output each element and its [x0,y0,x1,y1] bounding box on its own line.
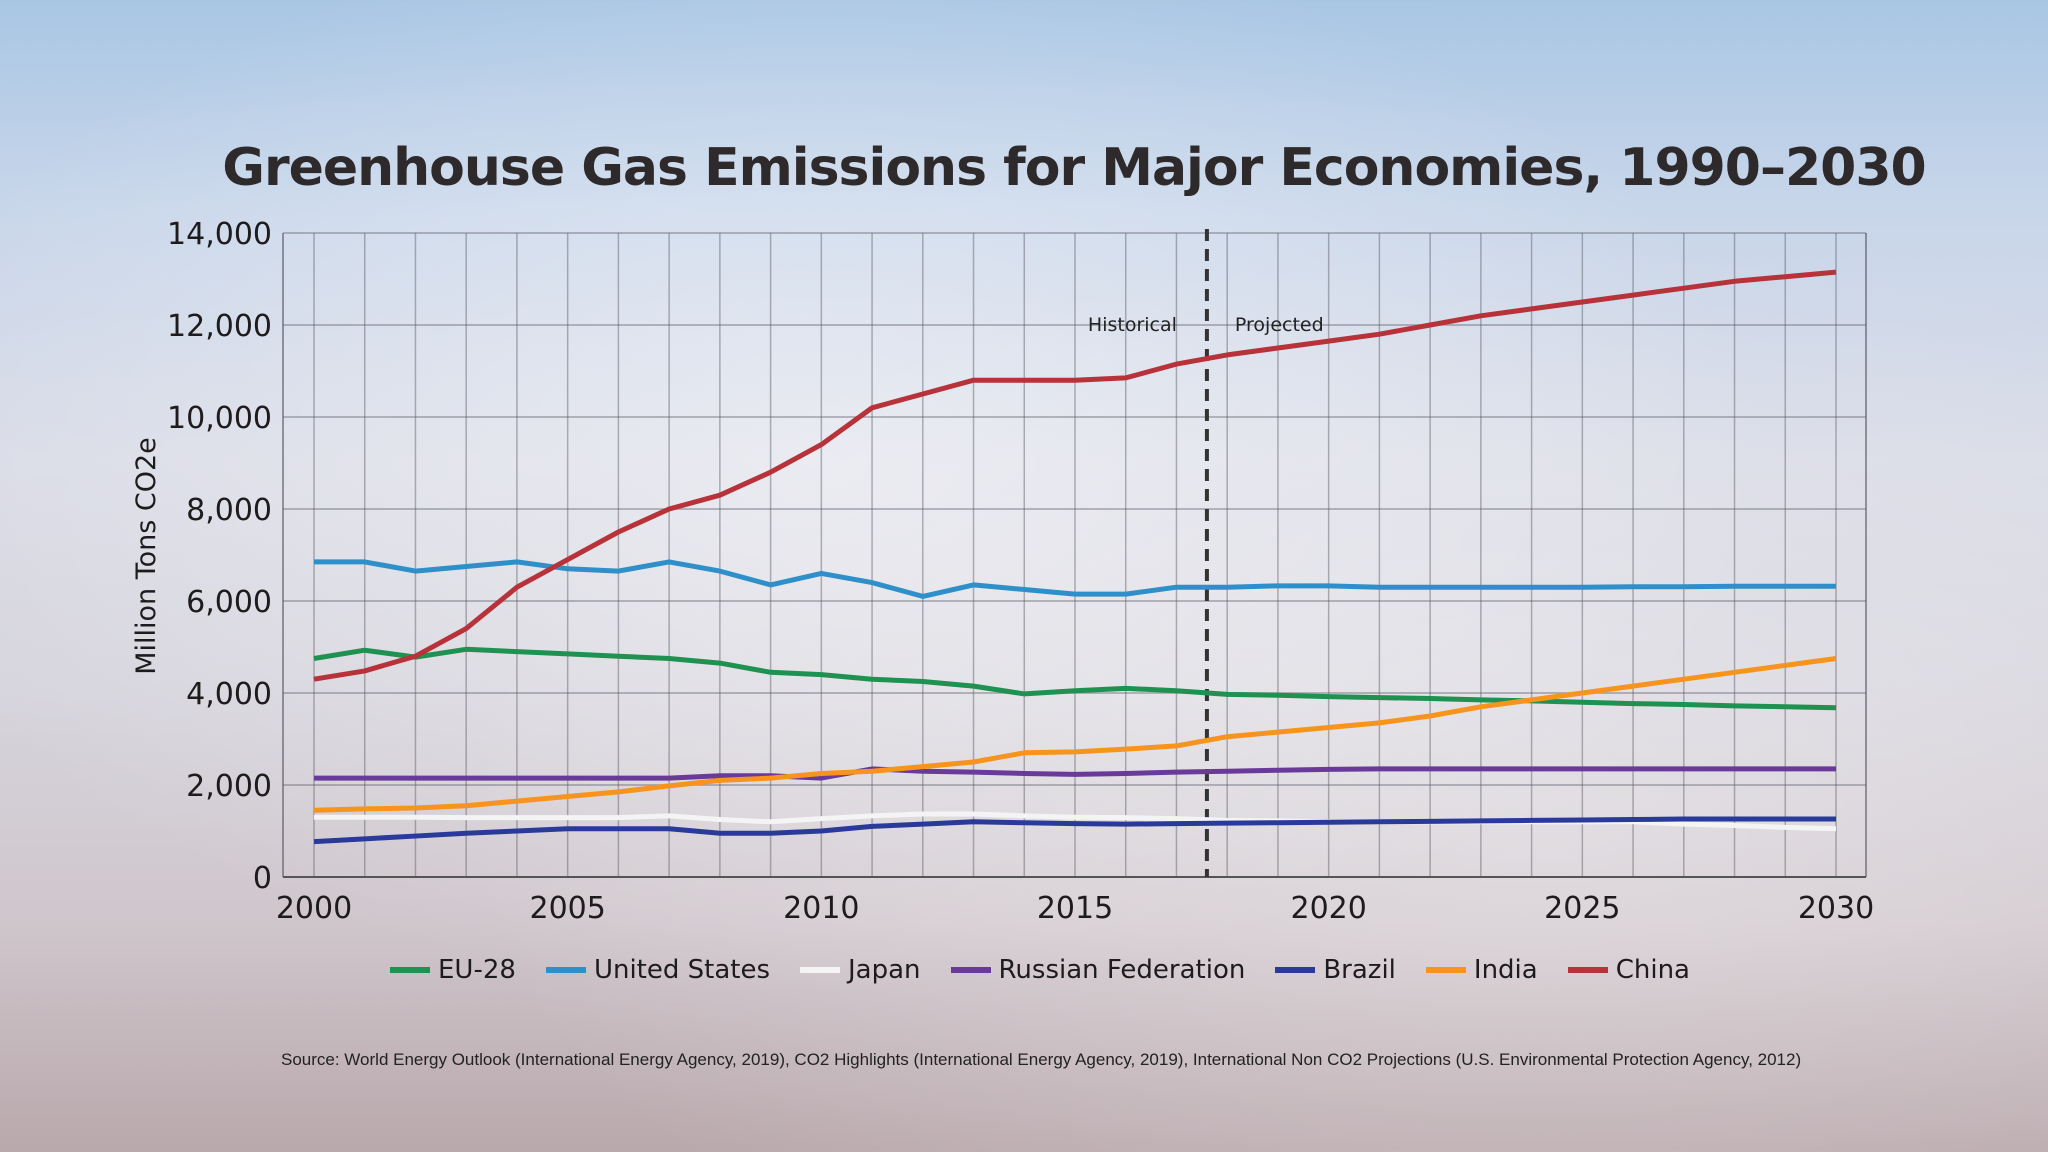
x-tick-label: 2010 [783,891,859,926]
legend-label: Brazil [1323,955,1396,985]
y-tick-label: 8,000 [186,493,272,528]
source-note: Source: World Energy Outlook (Internatio… [281,1050,1802,1069]
legend-swatch [800,967,840,973]
series-line-eu-28 [313,646,1837,711]
x-tick-label: 2005 [529,891,605,926]
legend-swatch [390,967,430,973]
legend-label: China [1615,955,1690,985]
series-line-brazil [313,816,1836,845]
axes: 0 2,000 4,000 6,000 8,000 10,000 12,000 14,000 2… [167,217,1874,926]
y-tick-label: 2,000 [186,769,272,804]
legend-label: United States [593,955,770,985]
legend-label: India [1473,955,1538,985]
legend-item: India [1425,955,1538,985]
legend-swatch [950,967,991,973]
series-line-china [313,269,1837,682]
legend-item: United States [545,955,770,985]
x-tick-label: 2030 [1798,891,1874,926]
legend-swatch [1275,967,1316,973]
series-line-india [313,656,1837,813]
y-tick-label: 0 [253,861,272,896]
legend-swatch [1567,967,1608,973]
series-lines [313,269,1837,845]
projected-label: Projected [1235,314,1324,336]
x-tick-label: 2020 [1290,891,1366,926]
series-line-russian-federation [314,766,1836,781]
series-line-united-states [314,559,1836,599]
y-axis-label: Million Tons CO2e [131,437,162,675]
legend: EU-28 United States Japan Russian Federatio… [390,955,1690,985]
chart-title: Greenhouse Gas Emissions for Major Econo… [222,138,1926,198]
legend-item: EU-28 [390,955,516,985]
historical-label: Historical [1088,314,1177,336]
y-tick-label: 6,000 [186,585,272,620]
x-tick-label: 2000 [276,891,352,926]
legend-label: Russian Federation [998,955,1246,985]
legend-label: EU-28 [438,955,516,985]
legend-swatch [1425,967,1466,973]
legend-item: China [1567,955,1690,985]
legend-item: Japan [800,955,921,985]
legend-item: Brazil [1275,955,1396,985]
legend-label: Japan [848,955,921,985]
y-tick-label: 10,000 [167,401,272,436]
y-tick-label: 14,000 [167,217,272,252]
legend-item: Russian Federation [950,955,1246,985]
x-tick-label: 2015 [1037,891,1113,926]
x-tick-label: 2025 [1544,891,1620,926]
y-tick-label: 12,000 [167,309,272,344]
legend-swatch [545,967,586,973]
y-tick-label: 4,000 [186,677,272,712]
grid [282,232,1867,878]
